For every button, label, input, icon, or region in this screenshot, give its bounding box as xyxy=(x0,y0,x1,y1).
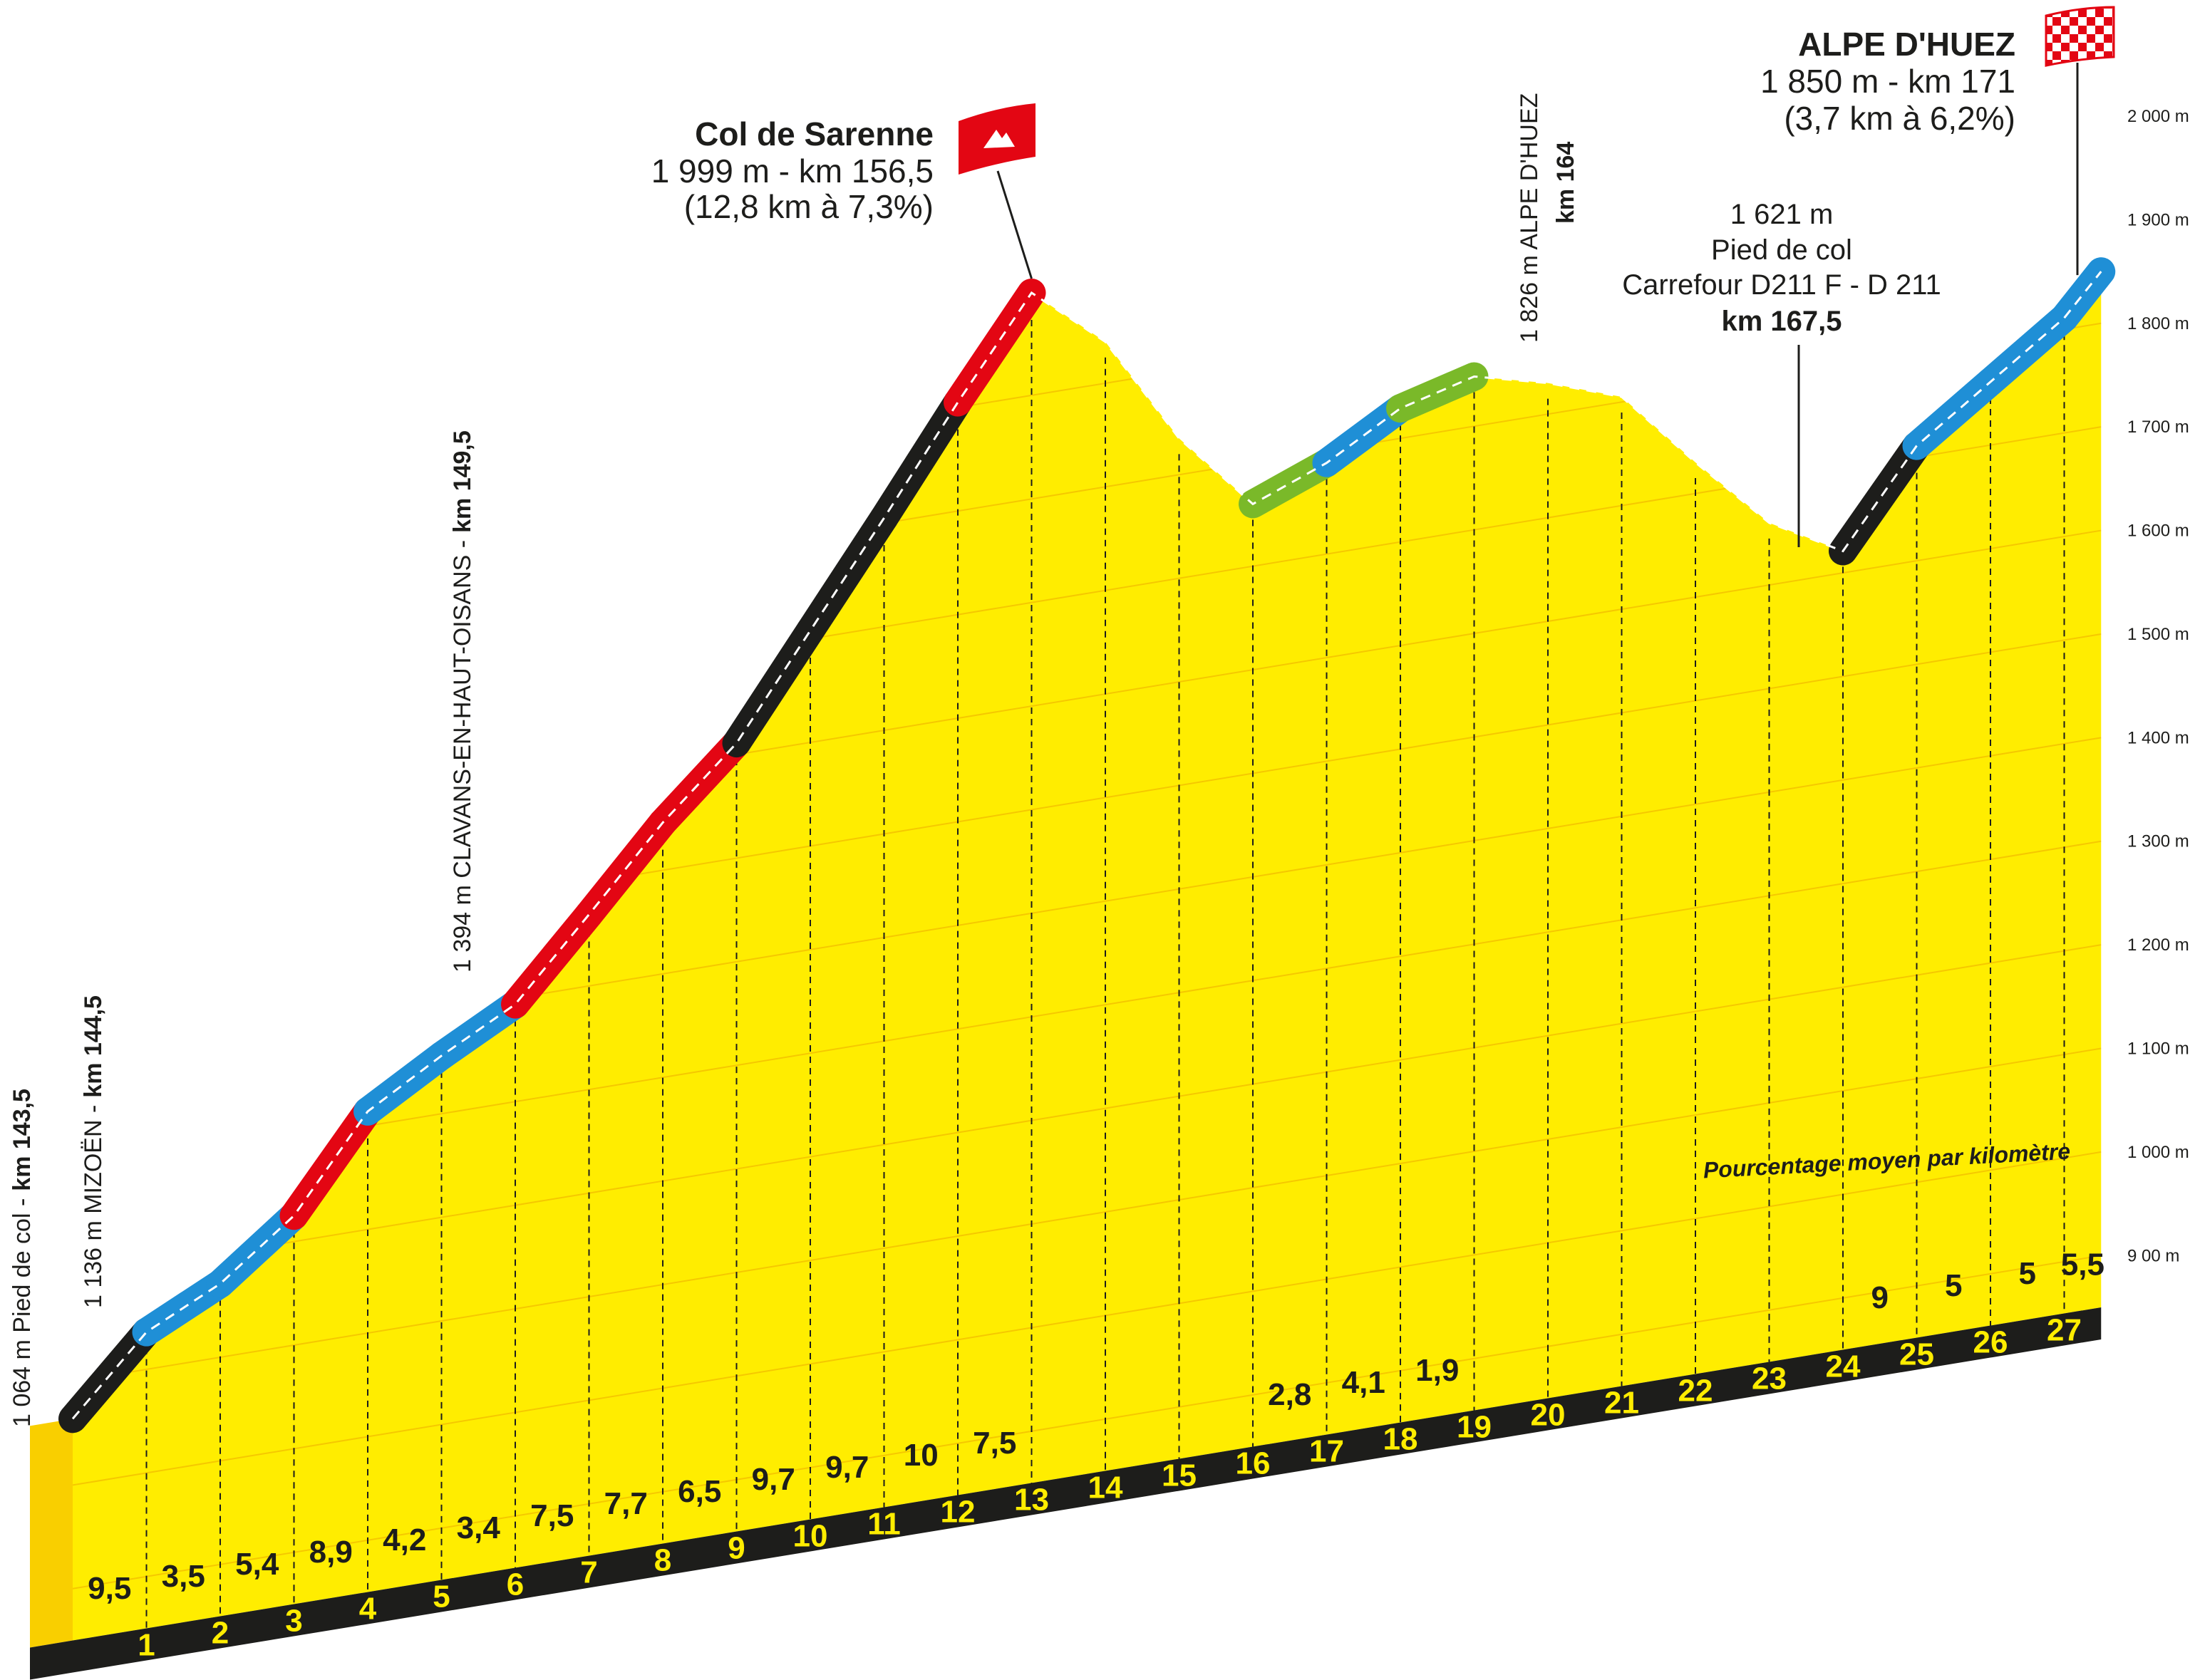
grid-line xyxy=(73,1255,2102,1590)
finish-detail: 1 850 m - km 171 xyxy=(1760,63,2015,100)
annotation-text: 1 826 m ALPE D'HUEZ xyxy=(1516,93,1543,343)
summit-detail: 1 999 m - km 156,5 xyxy=(651,152,934,190)
junction-name: Pied de col xyxy=(1711,234,1852,266)
grade-label: 6,5 xyxy=(678,1474,721,1509)
mountain-icon xyxy=(983,130,1015,148)
x-tick-label: 23 xyxy=(1752,1362,1787,1396)
x-tick-label: 12 xyxy=(941,1495,976,1530)
x-tick-label: 2 xyxy=(212,1616,229,1651)
x-tick-label: 1 xyxy=(138,1628,155,1663)
grid-line xyxy=(73,1047,2102,1383)
y-tick-label: 1 300 m xyxy=(2127,832,2189,851)
y-tick-label: 1 700 m xyxy=(2127,418,2189,437)
x-tick-label: 14 xyxy=(1088,1471,1123,1505)
y-tick-label: 1 800 m xyxy=(2127,314,2189,333)
y-tick-label: 1 000 m xyxy=(2127,1143,2189,1162)
grade-label: 5 xyxy=(1945,1268,1962,1303)
y-tick-label: 2 000 m xyxy=(2127,107,2189,126)
annotation-km: km 164 xyxy=(1552,142,1579,224)
annotation-km: km 144,5 xyxy=(80,995,107,1098)
grade-label: 8,9 xyxy=(309,1535,353,1570)
base-band xyxy=(30,1307,2102,1680)
road-segment xyxy=(206,1201,309,1298)
grade-label: 7,5 xyxy=(973,1426,1016,1461)
x-tick-label: 6 xyxy=(507,1567,524,1602)
grade-label: 9 xyxy=(1871,1280,1889,1315)
x-tick-label: 24 xyxy=(1826,1349,1861,1384)
grade-label: 5 xyxy=(2019,1256,2036,1291)
junction-road: Carrefour D211 F - D 211 xyxy=(1622,269,1941,301)
x-tick-label: 22 xyxy=(1678,1374,1713,1409)
y-tick-label: 1 500 m xyxy=(2127,625,2189,644)
x-tick-label: 19 xyxy=(1457,1410,1492,1445)
x-tick-label: 4 xyxy=(359,1592,377,1627)
x-tick-label: 7 xyxy=(580,1555,597,1590)
grade-label: 3,4 xyxy=(457,1510,501,1545)
x-tick-label: 3 xyxy=(285,1604,302,1639)
grade-label: 3,5 xyxy=(162,1559,205,1594)
annotation-km: km 149,5 xyxy=(449,430,476,533)
grade-label: 9,7 xyxy=(752,1462,795,1497)
x-tick-label: 11 xyxy=(867,1507,901,1542)
junction-km: km 167,5 xyxy=(1721,306,1842,337)
grade-label: 1,9 xyxy=(1415,1353,1459,1388)
x-tick-label: 27 xyxy=(2047,1313,2082,1348)
x-tick-label: 17 xyxy=(1309,1434,1344,1469)
y-tick-label: 1 100 m xyxy=(2127,1039,2189,1059)
grade-label: 5,5 xyxy=(2061,1247,2104,1282)
annotation-km: km 143,5 xyxy=(9,1089,36,1191)
annotation-text: 1 394 m CLAVANS-EN-HAUT-OISANS - xyxy=(449,540,476,973)
grade-label: 4,2 xyxy=(383,1523,426,1557)
grid-line xyxy=(73,1151,2102,1486)
grade-label: 10 xyxy=(904,1438,939,1473)
annotation: 1 064 m Pied de col - km 143,5 xyxy=(9,1089,36,1427)
profile-layer: 9 00 m 1 000 m 1 100 m 1 200 m 1 300 m 1 400 … xyxy=(30,63,2189,1680)
grade-label: 7,5 xyxy=(530,1498,574,1533)
grade-label: 7,7 xyxy=(604,1486,648,1521)
x-tick-label: 9 xyxy=(728,1531,745,1566)
finish-climb: (3,7 km à 6,2%) xyxy=(1784,100,2015,137)
summit-name: Col de Sarenne xyxy=(695,115,934,152)
x-tick-label: 21 xyxy=(1604,1386,1639,1421)
flag-pole xyxy=(996,170,1033,279)
x-tick-label: 15 xyxy=(1162,1458,1197,1493)
y-tick-label: 1 200 m xyxy=(2127,935,2189,955)
grade-label: 2,8 xyxy=(1268,1377,1311,1412)
y-tick-label: 9 00 m xyxy=(2127,1246,2179,1265)
x-tick-label: 26 xyxy=(1973,1325,2008,1360)
grade-label: 4,1 xyxy=(1342,1365,1385,1400)
road-centerline xyxy=(71,271,2102,1420)
y-tick-label: 1 900 m xyxy=(2127,210,2189,229)
annotation: 1 394 m CLAVANS-EN-HAUT-OISANS - km 149,5 xyxy=(449,430,476,973)
finish-name: ALPE D'HUEZ xyxy=(1798,26,2015,63)
x-tick-label: 18 xyxy=(1383,1422,1418,1457)
y-tick-label: 1 400 m xyxy=(2127,728,2189,747)
x-tick-label: 20 xyxy=(1531,1398,1566,1433)
annotation-text: 1 136 m MIZOËN - xyxy=(80,1105,107,1308)
grid-line xyxy=(73,944,2102,1279)
x-tick-label: 25 xyxy=(1899,1337,1934,1372)
grade-label: 9,5 xyxy=(88,1571,131,1606)
annotation: 1 136 m MIZOËN - km 144,5 xyxy=(80,995,107,1308)
grid-line xyxy=(73,840,2102,1176)
finish-flag xyxy=(2045,6,2115,67)
x-tick-label: 10 xyxy=(793,1519,828,1554)
junction-altitude: 1 621 m xyxy=(1730,199,1834,230)
grade-label: 5,4 xyxy=(235,1547,279,1582)
x-tick-label: 8 xyxy=(654,1543,671,1578)
x-tick-label: 5 xyxy=(433,1580,450,1614)
grade-label: 9,7 xyxy=(825,1450,869,1485)
front-face xyxy=(30,1419,73,1648)
y-tick-label: 1 600 m xyxy=(2127,522,2189,541)
x-tick-label: 16 xyxy=(1236,1446,1271,1481)
x-tick-label: 13 xyxy=(1014,1483,1049,1518)
summit-climb: (12,8 km à 7,3%) xyxy=(684,188,934,225)
annotation-text: 1 064 m Pied de col - xyxy=(9,1198,36,1427)
